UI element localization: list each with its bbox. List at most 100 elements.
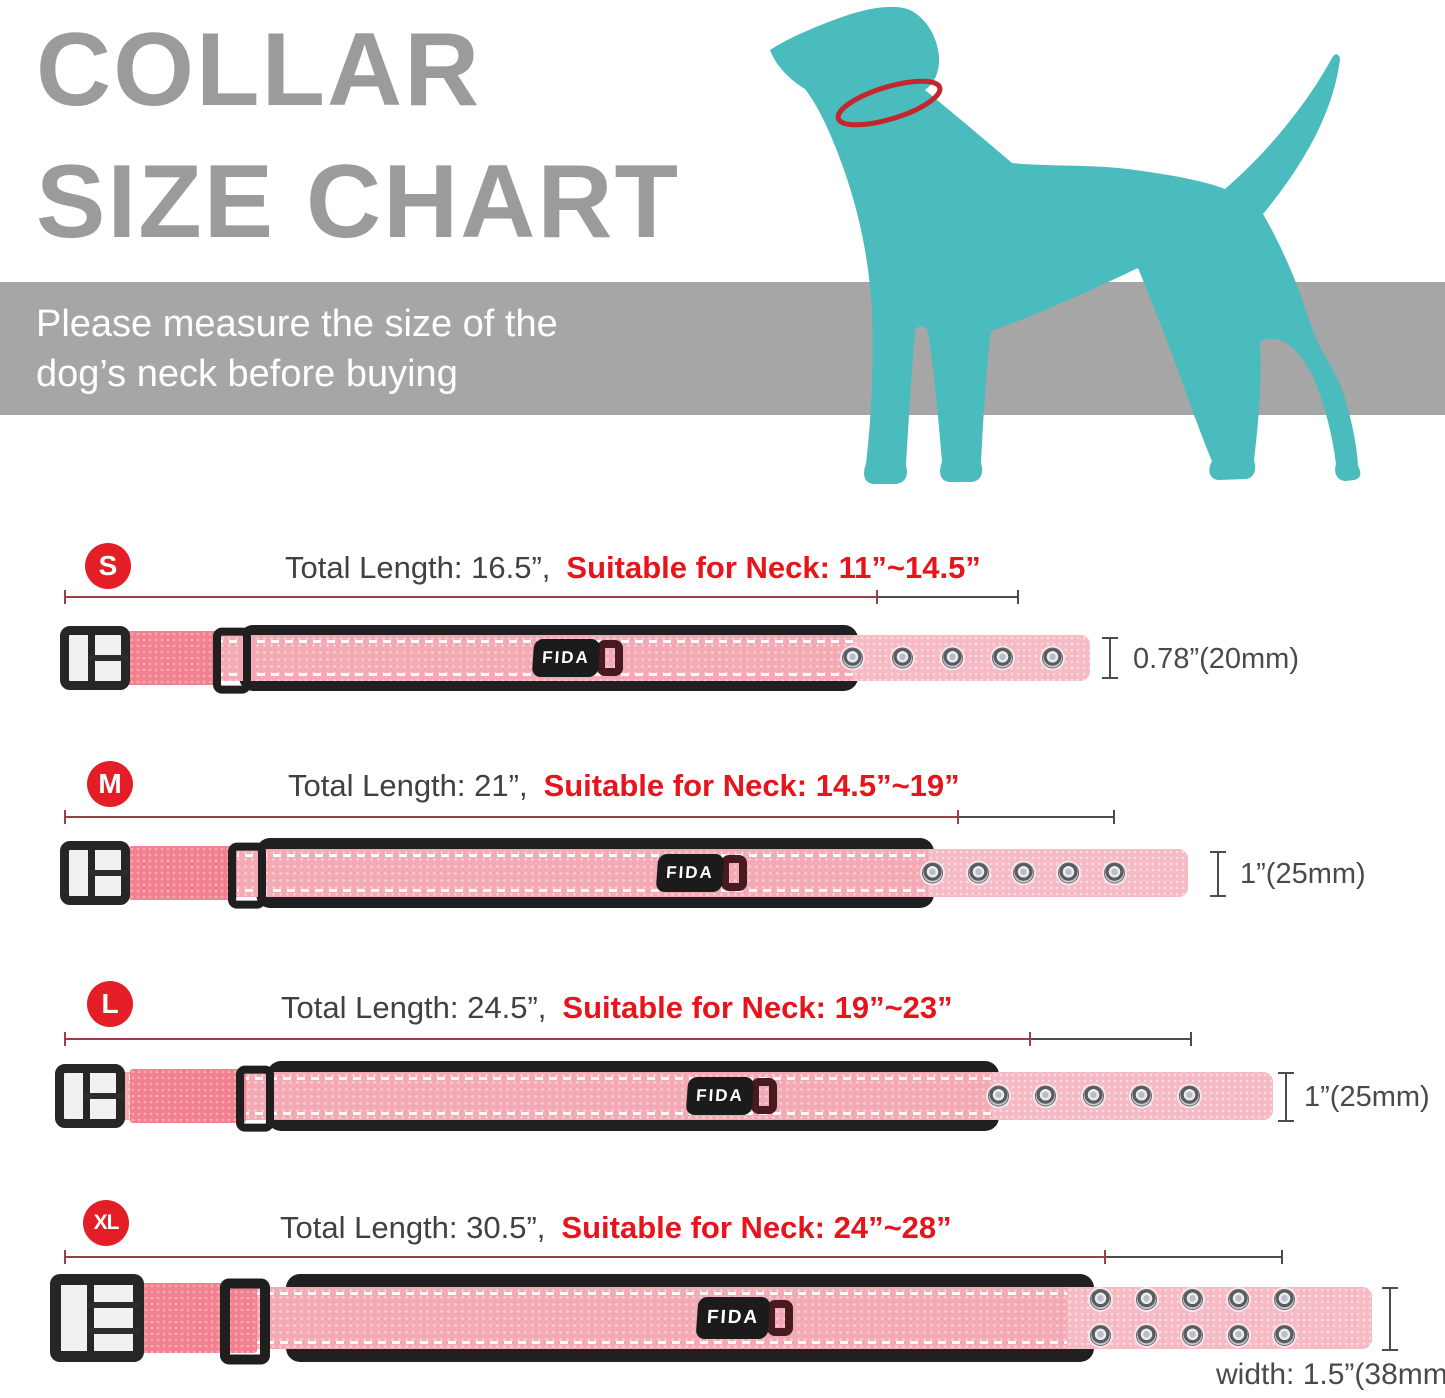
eyelet-grommet [1089,1325,1111,1346]
eyelet-grommet [1042,647,1064,669]
eyelet-grommet [967,862,989,884]
row-l-labels: Total Length: 24.5”, Suitable for Neck: … [281,990,953,1026]
collar-s-strap-tail [852,635,1090,681]
eyelet-grommet [987,1085,1009,1107]
eyelet-grommet [1083,1085,1105,1107]
eyelet-grommet [1274,1289,1296,1310]
eyelet-grommet [1089,1289,1111,1310]
eyelet-grommet [1136,1325,1158,1346]
collar-illustration-m: FIDA [58,832,1188,914]
eyelet-grommet [1103,862,1125,884]
eyelet-grommet [1058,862,1080,884]
row-l-width-label: 1”(25mm) [1304,1081,1430,1113]
size-badge-l-letter: L [101,988,119,1019]
row-xl-neck-range: Suitable for Neck: 24”~28” [561,1210,952,1245]
collar-s-strap-overlay [123,631,222,685]
collar-xl-eyelets-bottom-row [1089,1325,1296,1346]
collar-s-buckle [60,626,130,690]
eyelet-grommet [1035,1085,1057,1107]
fida-logo-text: FIDA [665,863,715,882]
fida-logo-text: FIDA [695,1086,745,1105]
row-s-neck-range: Suitable for Neck: 11”~14.5” [566,550,981,585]
collar-s-label-ring [596,640,623,676]
collar-l-strap-overlay [129,1069,246,1123]
row-s-width-marker [1102,637,1118,679]
collar-m-label-ring [720,855,747,891]
collar-m-brand-label: FIDA [655,854,725,892]
collar-s-d-ring [212,627,251,694]
row-m-labels: Total Length: 21”, Suitable for Neck: 14… [288,768,960,804]
eyelet-grommet [1013,862,1035,884]
collar-xl-d-ring [220,1278,271,1365]
eyelet-grommet [1178,1085,1200,1107]
collar-m-d-ring [227,842,266,909]
size-badge-xl-letter: XL [93,1211,120,1234]
collar-s-eyelets [842,647,1064,669]
row-m-width-label: 1”(25mm) [1240,858,1366,890]
collar-illustration-s: FIDA [58,619,1090,697]
eyelet-grommet [922,862,944,884]
collar-m-eyelets [922,862,1125,884]
row-l-measure-line [64,1032,1192,1046]
row-m-total-length: Total Length: 21”, [288,768,528,803]
size-badge-l: L [87,981,133,1027]
row-m-width-marker [1210,851,1226,897]
eyelet-grommet [1136,1289,1158,1310]
collar-l-d-ring [236,1065,274,1132]
collar-l-eyelets [987,1085,1200,1107]
eyelet-grommet [1182,1289,1204,1310]
row-s-labels: Total Length: 16.5”, Suitable for Neck: … [285,550,981,586]
fida-logo-text: FIDA [541,648,591,667]
eyelet-grommet [992,647,1014,669]
eyelet-grommet [892,647,914,669]
row-l-total-length: Total Length: 24.5”, [281,990,547,1025]
dog-neck-collar-outline [835,78,943,128]
collar-s-brand-label: FIDA [531,639,601,677]
collar-l-buckle [55,1064,125,1128]
page-title-line2: SIZE CHART [36,144,680,261]
page-title-line1: COLLAR [36,12,482,128]
eyelet-grommet [942,647,964,669]
row-s-measure-line [64,590,1019,604]
size-badge-m-letter: M [98,768,122,799]
collar-l-brand-label: FIDA [686,1077,755,1115]
instruction-line2: dog’s neck before buying [36,353,458,396]
row-xl-width-label: width: 1.5”(38mm) [1216,1358,1445,1391]
collar-m-buckle [60,841,130,905]
eyelet-grommet [1274,1325,1296,1346]
collar-m-strap-overlay [129,846,237,900]
collar-l-label-ring [751,1078,778,1114]
row-l-neck-range: Suitable for Neck: 19”~23” [562,990,953,1025]
row-m-measure-line [64,810,1115,824]
size-badge-s: S [85,543,131,589]
eyelet-grommet [1228,1325,1250,1346]
eyelet-grommet [1228,1289,1250,1310]
size-badge-xl: XL [83,1200,129,1246]
size-badge-m: M [87,761,133,807]
fida-logo-text: FIDA [705,1307,760,1328]
size-badge-s-letter: S [98,550,118,581]
collar-xl-label-ring [766,1300,793,1336]
instruction-line1: Please measure the size of the [36,303,558,345]
row-xl-total-length: Total Length: 30.5”, [280,1210,546,1245]
collar-illustration-l: FIDA [53,1055,1273,1137]
row-xl-labels: Total Length: 30.5”, Suitable for Neck: … [280,1210,952,1246]
collar-illustration-xl: FIDA [48,1269,1372,1367]
row-s-total-length: Total Length: 16.5”, [285,550,551,585]
collar-xl-brand-label: FIDA [695,1297,771,1339]
collar-l-strap-tail [992,1072,1273,1120]
collar-xl-strap-tail [1067,1287,1372,1349]
page-title: COLLAR SIZE CHART [36,4,680,268]
collar-xl-strap-overlay [131,1283,258,1353]
dog-silhouette-illustration [770,6,1361,485]
row-m-neck-range: Suitable for Neck: 14.5”~19” [543,768,960,803]
eyelet-grommet [842,647,864,669]
collar-xl-eyelets-top-row [1089,1289,1296,1310]
eyelet-grommet [1182,1325,1204,1346]
dog-silhouette-shape [770,6,1361,485]
collar-xl-buckle [50,1274,144,1362]
eyelet-grommet [1130,1085,1152,1107]
row-xl-measure-line [64,1250,1283,1264]
row-s-width-label: 0.78”(20mm) [1133,643,1299,675]
